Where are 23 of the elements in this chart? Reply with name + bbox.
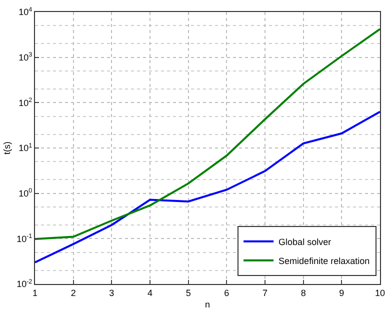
x-tick-label: 9 bbox=[339, 288, 344, 298]
x-axis-title: n bbox=[204, 300, 210, 310]
y-tick-label: 10$^{2}$ bbox=[18, 97, 33, 108]
x-tick-label: 6 bbox=[224, 288, 230, 298]
y-tick-label: 10$^{3}$ bbox=[18, 52, 33, 62]
line-series bbox=[35, 28, 380, 240]
legend-label: Semidefinite relaxation bbox=[278, 256, 370, 266]
x-tick-label: 8 bbox=[300, 288, 306, 298]
y-tick-label: 10$^{1}$ bbox=[18, 142, 33, 154]
x-tick-label: 5 bbox=[186, 288, 191, 298]
y-axis-title: t(s) bbox=[2, 142, 12, 154]
legend-label: Global solver bbox=[278, 236, 332, 247]
y-tick-label: 10$^{4}$ bbox=[18, 6, 33, 18]
y-tick-label: 10$^{-2}$ bbox=[16, 278, 33, 290]
y-tick-label: 10$^{0}$ bbox=[18, 188, 33, 198]
x-tick-label: 4 bbox=[147, 288, 153, 298]
line-series bbox=[35, 110, 380, 264]
x-tick-label: 7 bbox=[262, 288, 268, 298]
x-tick-label: 10 bbox=[374, 288, 386, 298]
x-tick-label: 2 bbox=[70, 288, 76, 298]
x-tick-label: 1 bbox=[32, 288, 38, 298]
x-tick-label: 3 bbox=[109, 288, 114, 298]
y-tick-label: 10$^{-1}$ bbox=[16, 233, 33, 244]
